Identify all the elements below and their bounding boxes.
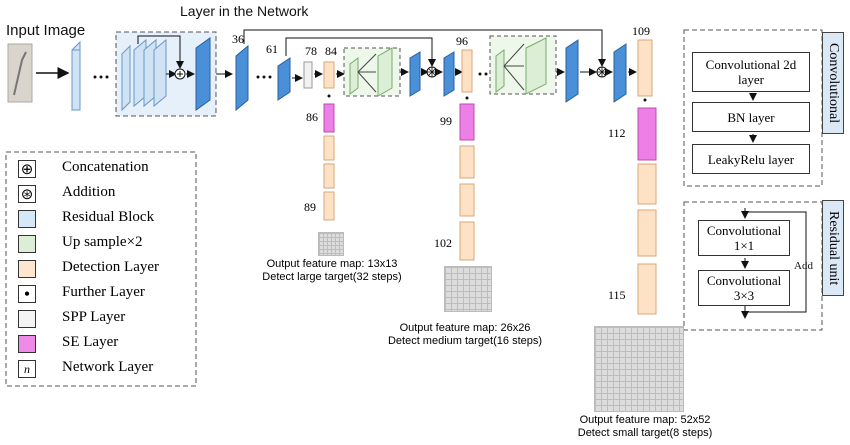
layer-number: 78 — [305, 44, 317, 58]
layer-number: 102 — [434, 236, 452, 250]
conv1x1-box: Convolutional 1×1 — [698, 220, 790, 256]
layer-36 — [235, 44, 249, 112]
legend-frame — [5, 151, 197, 387]
detection-branch-2 — [459, 96, 475, 261]
legend-item-addition: ⊛ Addition — [12, 183, 192, 207]
residual-swatch — [18, 210, 36, 228]
legend-item-concatenation: ⊕ Concatenation — [12, 158, 192, 182]
legend-label: Network Layer — [62, 359, 154, 375]
input-image — [7, 43, 33, 103]
layer-number: 99 — [440, 114, 452, 128]
detection-84 — [323, 61, 335, 89]
output-thumb-13 — [318, 232, 344, 256]
bn-box: BN layer — [692, 102, 810, 132]
caption-line: Detect large target(32 steps) — [262, 271, 402, 283]
legend-item-se: SE Layer — [12, 333, 192, 357]
legend-label: SPP Layer — [62, 309, 126, 325]
output-thumb-26 — [444, 266, 492, 312]
upsample-1 — [349, 47, 393, 97]
detection-branch-3 — [637, 98, 657, 315]
residual-stack — [121, 35, 211, 112]
detection-branch-1 — [323, 94, 335, 221]
legend-label: SE Layer — [62, 334, 119, 350]
legend-label: Further Layer — [62, 284, 145, 300]
legend-item-spp: SPP Layer — [12, 308, 192, 332]
caption-line: Output feature map: 13x13 — [266, 258, 398, 270]
network-layer-icon: n — [18, 360, 36, 378]
legend-item-upsample: Up sample×2 — [12, 233, 192, 257]
layer-number: 115 — [608, 288, 626, 302]
output-thumb-52 — [594, 326, 684, 412]
layer-61 — [277, 57, 291, 101]
detection-swatch — [18, 260, 36, 278]
detection-96 — [461, 49, 473, 93]
legend-label: Concatenation — [62, 159, 149, 175]
caption-line: Detect medium target(16 steps) — [387, 335, 543, 347]
layer-number: 96 — [456, 34, 468, 48]
layer-number: 36 — [232, 32, 244, 46]
diagram-title: Layer in the Network — [180, 3, 309, 19]
layer-number: 84 — [325, 44, 337, 58]
legend-label: Up sample×2 — [62, 234, 143, 250]
legend-item-network: n Network Layer — [12, 358, 192, 382]
convolutional-tab: Convolutional — [822, 32, 844, 134]
output-caption-26: Output feature map: 26x26 Detect medium … — [370, 322, 560, 348]
conv3x3-box: Convolutional 3×3 — [698, 270, 790, 306]
upsample-2 — [495, 37, 547, 95]
legend-label: Detection Layer — [62, 259, 160, 275]
legend-label: Residual Block — [62, 209, 155, 225]
caption-line: Output feature map: 52x52 — [579, 414, 711, 426]
conv2d-box: Convolutional 2d layer — [692, 52, 810, 92]
legend-item-detection: Detection Layer — [12, 258, 192, 282]
layer-number: 109 — [632, 24, 650, 38]
caption-line: Output feature map: 26x26 — [399, 322, 531, 334]
legend-label: Addition — [62, 184, 116, 200]
output-caption-13: Output feature map: 13x13 Detect large t… — [252, 258, 412, 284]
layer-conv-d — [613, 43, 627, 103]
se-swatch — [18, 335, 36, 353]
upsample-swatch — [18, 235, 36, 253]
output-caption-52: Output feature map: 52x52 Detect small t… — [560, 414, 730, 440]
layer-conv-b — [443, 51, 455, 97]
concatenation-icon: ⊕ — [18, 160, 36, 178]
spp-swatch — [18, 310, 36, 328]
layer-conv-a — [409, 51, 421, 97]
legend-item-further: • Further Layer — [12, 283, 192, 307]
layer-conv-c — [565, 39, 579, 103]
layer-number: 86 — [306, 110, 318, 124]
layer-number: 61 — [266, 42, 278, 56]
caption-line: Detect small target(8 steps) — [577, 427, 713, 439]
add-label: Add — [794, 260, 813, 272]
legend-item-residual: Residual Block — [12, 208, 192, 232]
residual-tab: Residual unit — [822, 200, 844, 296]
layer-number: 89 — [304, 200, 316, 214]
layer-number: 112 — [608, 126, 626, 140]
dot-icon: • — [18, 284, 36, 304]
residual-block-1 — [71, 40, 109, 112]
input-label: Input Image — [6, 22, 86, 39]
leakyrelu-box: LeakyRelu layer — [692, 144, 810, 174]
detection-109 — [637, 39, 653, 97]
addition-icon: ⊛ — [18, 185, 36, 203]
spp-layer — [303, 61, 313, 89]
